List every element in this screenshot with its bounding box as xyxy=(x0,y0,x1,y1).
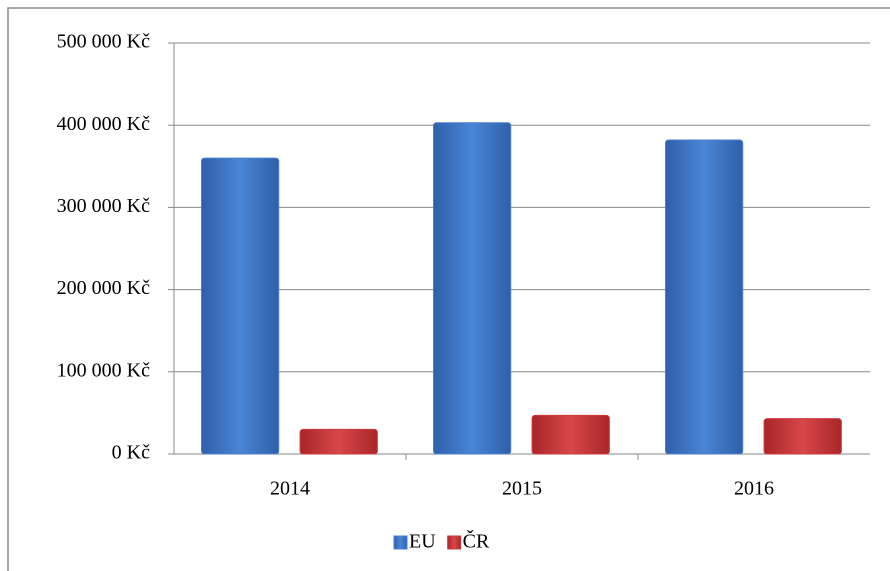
y-tick-label: 100 000 Kč xyxy=(57,359,150,381)
chart-border xyxy=(7,7,890,571)
bar xyxy=(664,139,744,455)
legend-label: ČR xyxy=(463,529,490,553)
y-tick-label: 300 000 Kč xyxy=(57,195,150,217)
legend-swatch xyxy=(447,535,462,550)
x-tick-label: 2015 xyxy=(502,478,542,500)
legend-label: EU xyxy=(409,531,436,553)
y-tick-label: 0 Kč xyxy=(112,442,150,464)
x-tick-label: 2016 xyxy=(734,478,774,500)
bar xyxy=(432,122,512,455)
bar xyxy=(531,414,610,455)
bar xyxy=(763,418,842,455)
bar xyxy=(299,428,378,455)
legend-swatch xyxy=(393,535,408,550)
bar xyxy=(200,157,280,455)
y-tick-label: 400 000 Kč xyxy=(57,113,150,135)
y-tick-label: 200 000 Kč xyxy=(57,277,150,299)
y-tick-label: 500 000 Kč xyxy=(57,31,150,53)
x-tick-label: 2014 xyxy=(270,478,310,500)
